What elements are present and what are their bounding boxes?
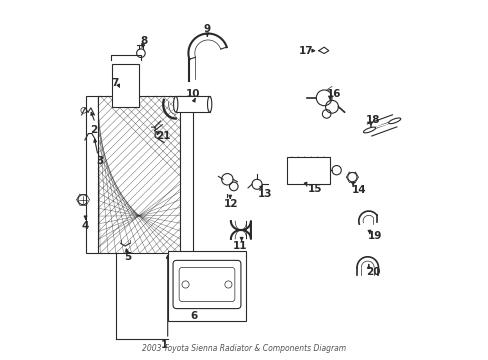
FancyBboxPatch shape <box>179 267 234 301</box>
Text: 18: 18 <box>365 115 380 125</box>
Bar <box>167 251 246 321</box>
Text: 4: 4 <box>81 221 88 231</box>
Text: 8: 8 <box>140 36 147 46</box>
Text: 11: 11 <box>232 241 247 251</box>
Text: 21: 21 <box>156 131 170 141</box>
Text: 20: 20 <box>366 267 380 277</box>
Text: 7: 7 <box>111 78 119 88</box>
Text: 10: 10 <box>185 89 200 99</box>
Text: 15: 15 <box>307 184 322 194</box>
Text: 2: 2 <box>90 125 97 135</box>
FancyBboxPatch shape <box>173 260 241 309</box>
Text: 19: 19 <box>366 231 381 242</box>
Text: 14: 14 <box>351 185 366 195</box>
Ellipse shape <box>173 96 178 112</box>
Text: 1: 1 <box>160 340 167 350</box>
Text: 16: 16 <box>326 89 341 99</box>
Text: 3: 3 <box>96 156 103 166</box>
Text: 5: 5 <box>123 252 131 262</box>
Bar <box>287 157 329 184</box>
Text: 2003 Toyota Sienna Radiator & Components Diagram: 2003 Toyota Sienna Radiator & Components… <box>142 344 346 353</box>
Bar <box>112 64 139 107</box>
Ellipse shape <box>388 118 400 124</box>
Text: 12: 12 <box>223 199 238 208</box>
Ellipse shape <box>207 96 211 112</box>
Bar <box>85 96 192 253</box>
Bar <box>175 96 209 112</box>
Text: 17: 17 <box>298 46 313 56</box>
Text: 13: 13 <box>258 189 272 199</box>
Text: 6: 6 <box>190 311 198 321</box>
Ellipse shape <box>363 127 375 133</box>
Text: 9: 9 <box>203 23 210 33</box>
